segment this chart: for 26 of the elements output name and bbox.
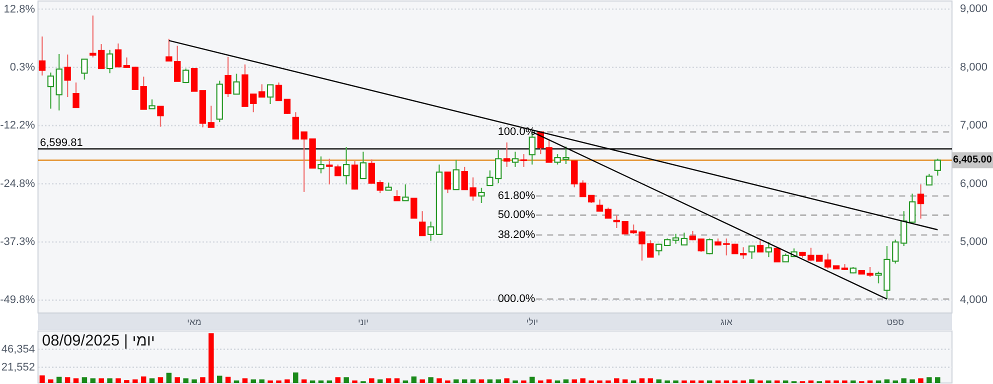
y-tick-label: 9,000 <box>960 3 988 16</box>
y2-tick-label: -24.8% <box>0 178 36 190</box>
y-tick-label: 8,000 <box>960 61 988 74</box>
x-tick-label: מאי <box>187 317 202 327</box>
y-tick-label: 21,552 <box>1 361 35 374</box>
annotation: 61.80% <box>498 190 536 202</box>
y-tick-label: 5,000 <box>960 236 988 248</box>
x-tick-label: יוני <box>358 317 368 327</box>
y-tick-label: 7,000 <box>960 120 988 132</box>
x-tick-label: אוג <box>720 317 733 327</box>
y-tick-label: 6,000 <box>960 178 988 190</box>
x-tick-label: ספט <box>886 317 904 327</box>
y-tick-label: 46,354 <box>1 343 35 356</box>
ref-line-label: 6,599.81 <box>40 136 83 149</box>
y-tick-label: 4,000 <box>960 294 988 306</box>
y2-tick-label: 0.3% <box>10 61 36 74</box>
ref-line-label: 6,405.00 <box>953 154 992 166</box>
annotation: 50.00% <box>498 209 536 222</box>
text: יומי | 08/09/2025 <box>42 332 155 350</box>
y2-tick-label: -12.2% <box>0 119 36 132</box>
annotation: 38.20% <box>498 229 536 241</box>
y2-tick-label: -49.8% <box>0 294 36 306</box>
annotation: 000.0% <box>498 293 536 306</box>
y2-tick-label: -37.3% <box>0 236 36 248</box>
x-tick-label: יולי <box>526 317 538 327</box>
y2-tick-label: 12.8% <box>4 3 36 16</box>
